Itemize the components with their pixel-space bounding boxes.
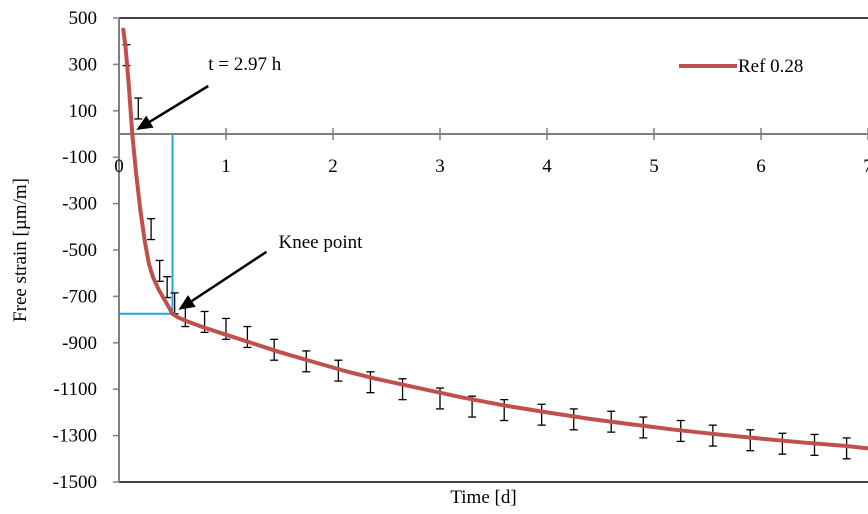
x-axis: 0 1 2 3 4 5 6 7 <box>114 128 868 177</box>
error-bar <box>569 408 578 431</box>
x-axis-label: Time [d] <box>450 487 516 508</box>
x-tick-label: 5 <box>649 156 659 177</box>
error-bar <box>147 218 156 241</box>
error-bar <box>746 429 755 452</box>
series-line-ref-0-28 <box>121 27 868 451</box>
y-axis-label: Free strain [µm/m] <box>10 178 31 322</box>
y-axis: 500 300 100 -100 -300 -500 -700 -900 -1100 -1300 -… <box>53 8 119 493</box>
error-bar <box>842 437 851 460</box>
y-tick-label: 500 <box>69 8 98 29</box>
y-tick-label: -1300 <box>53 426 97 447</box>
error-bar <box>500 398 509 422</box>
x-tick-label: 6 <box>756 156 766 177</box>
y-tick-label: -500 <box>62 240 97 261</box>
y-tick-label: -1100 <box>53 379 97 400</box>
x-tick-label: 1 <box>221 156 231 177</box>
legend-label: Ref 0.28 <box>738 56 803 77</box>
x-tick-label: 3 <box>435 156 445 177</box>
y-tick-label: -100 <box>62 147 97 168</box>
knee-guides <box>119 134 174 315</box>
annotation-t-text: t = 2.97 h <box>208 54 281 75</box>
x-tick-label: 4 <box>542 156 552 177</box>
legend: Ref 0.28 <box>679 56 803 77</box>
x-tick-label: 7 <box>863 156 868 177</box>
error-bar <box>366 371 375 394</box>
error-bar <box>243 325 252 349</box>
error-bar <box>537 403 546 426</box>
annotation-knee-arrow <box>178 250 268 310</box>
y-tick-label: -300 <box>62 194 97 215</box>
annotation-knee-text: Knee point <box>279 232 364 253</box>
y-tick-label: -900 <box>62 333 97 354</box>
error-bars <box>122 44 851 460</box>
x-tick-label: 0 <box>114 156 124 177</box>
y-tick-label: -1500 <box>53 472 97 493</box>
y-tick-label: -700 <box>62 286 97 307</box>
y-tick-label: 300 <box>69 54 98 75</box>
error-bar <box>134 97 143 120</box>
error-bar <box>778 432 787 455</box>
error-bar <box>398 378 407 401</box>
y-tick-label: 100 <box>69 101 98 122</box>
annotations: t = 2.97 h Knee point <box>136 54 363 310</box>
x-tick-label: 2 <box>328 156 338 177</box>
annotation-t-arrow <box>136 84 209 130</box>
